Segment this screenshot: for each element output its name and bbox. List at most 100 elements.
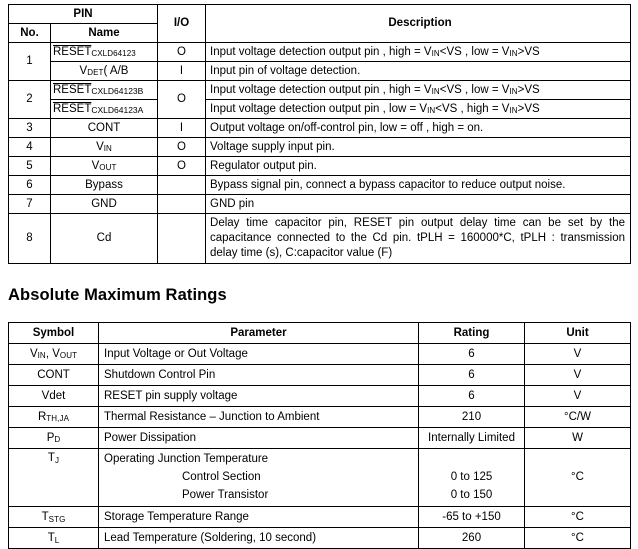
parameter-line-3: Power Transistor	[182, 488, 269, 501]
symbol-cell: TJ	[8, 447, 99, 508]
pin-name-cell: CONT	[49, 118, 159, 138]
table-row: Vdet RESET pin supply voltage 6 V	[8, 385, 631, 407]
symbol-subscript: L	[54, 535, 60, 545]
description-subscript-1: IN	[431, 49, 440, 59]
table-row: 7 GND GND pin	[8, 194, 632, 214]
description-text-a: Input voltage detection output pin , hig…	[210, 45, 432, 58]
pin-name-cell: RESETCXLD64123B	[49, 80, 159, 100]
pin-description-table-container: PIN I/O Description No. Name 1 RESETCXLD…	[7, 4, 632, 264]
rating-header: Rating	[418, 322, 525, 344]
absolute-maximum-ratings-table-container: Symbol Parameter Rating Unit VIN, VOUT I…	[8, 322, 631, 549]
description-cell: Input voltage detection output pin , hig…	[205, 42, 632, 62]
symbol-subscript: TH,JA	[46, 414, 70, 424]
pin-no-cell: 1	[8, 42, 51, 81]
io-cell: O	[157, 42, 207, 62]
symbol-subscript: IN	[37, 351, 46, 361]
rating-cell: 6	[418, 364, 525, 386]
description-cell: Voltage supply input pin.	[205, 137, 632, 157]
rating-line-2: 0 to 125	[450, 470, 493, 483]
description-subscript-1: IN	[431, 87, 440, 97]
pin-name-cell: GND	[49, 194, 159, 214]
description-header: Description	[205, 4, 632, 43]
description-text-b: <VS , high = V	[435, 102, 510, 115]
parameter-cell: Shutdown Control Pin	[98, 364, 419, 386]
unit-cell: °C/W	[524, 406, 631, 428]
symbol-cell: VIN, VOUT	[8, 343, 99, 365]
io-cell	[157, 213, 207, 264]
symbol-prefix: T	[41, 511, 49, 523]
rating-cell: Internally Limited	[418, 427, 525, 449]
table-row: 6 Bypass Bypass signal pin, connect a by…	[8, 175, 632, 195]
description-cell: Delay time capacitor pin, RESET pin outp…	[205, 213, 632, 264]
pin-name-subscript: CXLD64123B	[91, 86, 144, 97]
pin-no-cell: 2	[8, 80, 51, 119]
pin-name-cell: VOUT	[49, 156, 159, 176]
io-cell: O	[157, 156, 207, 176]
pin-description-table: PIN I/O Description No. Name 1 RESETCXLD…	[7, 4, 632, 264]
parameter-header: Parameter	[98, 322, 419, 344]
io-header: I/O	[157, 4, 207, 43]
description-subscript-1: IN	[427, 106, 436, 116]
pin-no-header: No.	[8, 23, 51, 43]
parameter-cell: Thermal Resistance – Junction to Ambient	[98, 406, 419, 428]
symbol-cell: TSTG	[8, 506, 99, 529]
description-cell: Regulator output pin.	[205, 156, 632, 176]
table-row: 3 CONT I Output voltage on/off-control p…	[8, 118, 632, 138]
description-subscript-2: IN	[509, 87, 518, 97]
description-cell: Input pin of voltage detection.	[205, 61, 632, 81]
rating-cell: 0 to 125 0 to 150	[418, 447, 525, 508]
pin-group-header: PIN	[7, 4, 159, 24]
pin-name-cell: RESETCXLD64123	[49, 42, 159, 62]
unit-cell: °C	[524, 447, 631, 508]
table-row: VIN, VOUT Input Voltage or Out Voltage 6…	[8, 343, 631, 365]
symbol-prefix: T	[47, 532, 55, 544]
symbol-header: Symbol	[8, 322, 99, 344]
pin-name-base: RESET	[53, 45, 92, 58]
table-header-row: Symbol Parameter Rating Unit	[8, 322, 631, 344]
rating-cell: 260	[418, 527, 525, 549]
io-cell: O	[157, 80, 207, 119]
symbol-subscript-2: OUT	[59, 351, 78, 361]
rating-line-1-blank	[419, 451, 524, 469]
parameter-cell: Operating Junction Temperature Control S…	[98, 447, 419, 508]
parameter-cell: RESET pin supply voltage	[98, 385, 419, 407]
symbol-cell: PD	[8, 427, 99, 449]
table-row: VDET( A/B I Input pin of voltage detecti…	[9, 61, 632, 81]
symbol-cell: CONT	[8, 364, 99, 386]
parameter-cell: Storage Temperature Range	[98, 506, 419, 529]
parameter-cell: Input Voltage or Out Voltage	[98, 343, 419, 365]
absolute-maximum-ratings-table: Symbol Parameter Rating Unit VIN, VOUT I…	[8, 322, 631, 549]
rating-cell: 6	[418, 343, 525, 365]
pin-name-prefix: V	[79, 64, 88, 77]
pin-no-cell: 4	[8, 137, 51, 157]
pin-no-cell: 3	[8, 118, 51, 138]
description-text-a: Input voltage detection output pin , hig…	[210, 83, 432, 96]
unit-cell: V	[524, 343, 631, 365]
symbol-prefix: P	[46, 431, 55, 444]
description-subscript-2: IN	[509, 106, 518, 116]
symbol-subscript: D	[54, 435, 61, 445]
pin-name-prefix: V	[91, 159, 100, 172]
description-text-c: >VS	[517, 102, 540, 115]
pin-no-cell: 8	[8, 213, 51, 264]
symbol-cell: Vdet	[8, 385, 99, 407]
unit-cell: V	[524, 385, 631, 407]
pin-name-subscript: OUT	[99, 163, 117, 173]
symbol-subscript: J	[54, 455, 60, 465]
table-row: 8 Cd Delay time capacitor pin, RESET pin…	[8, 213, 632, 264]
symbol-prefix: T	[47, 452, 55, 464]
pin-name-cell: VDET( A/B	[49, 61, 159, 81]
symbol-cell: RTH,JA	[8, 406, 99, 428]
table-row: TSTG Storage Temperature Range -65 to +1…	[8, 506, 631, 529]
pin-name-suffix: ( A/B	[103, 64, 129, 77]
description-cell: Bypass signal pin, connect a bypass capa…	[205, 175, 632, 195]
unit-header: Unit	[524, 322, 631, 344]
io-cell	[157, 194, 207, 214]
pin-name-header: Name	[49, 23, 159, 43]
unit-cell: °C	[524, 506, 631, 529]
pin-name-subscript: CXLD64123A	[91, 105, 144, 116]
symbol-middle: , V	[45, 347, 60, 360]
pin-name-subscript: DET	[87, 68, 104, 78]
description-subscript-2: IN	[509, 49, 518, 59]
unit-cell: W	[524, 427, 631, 449]
